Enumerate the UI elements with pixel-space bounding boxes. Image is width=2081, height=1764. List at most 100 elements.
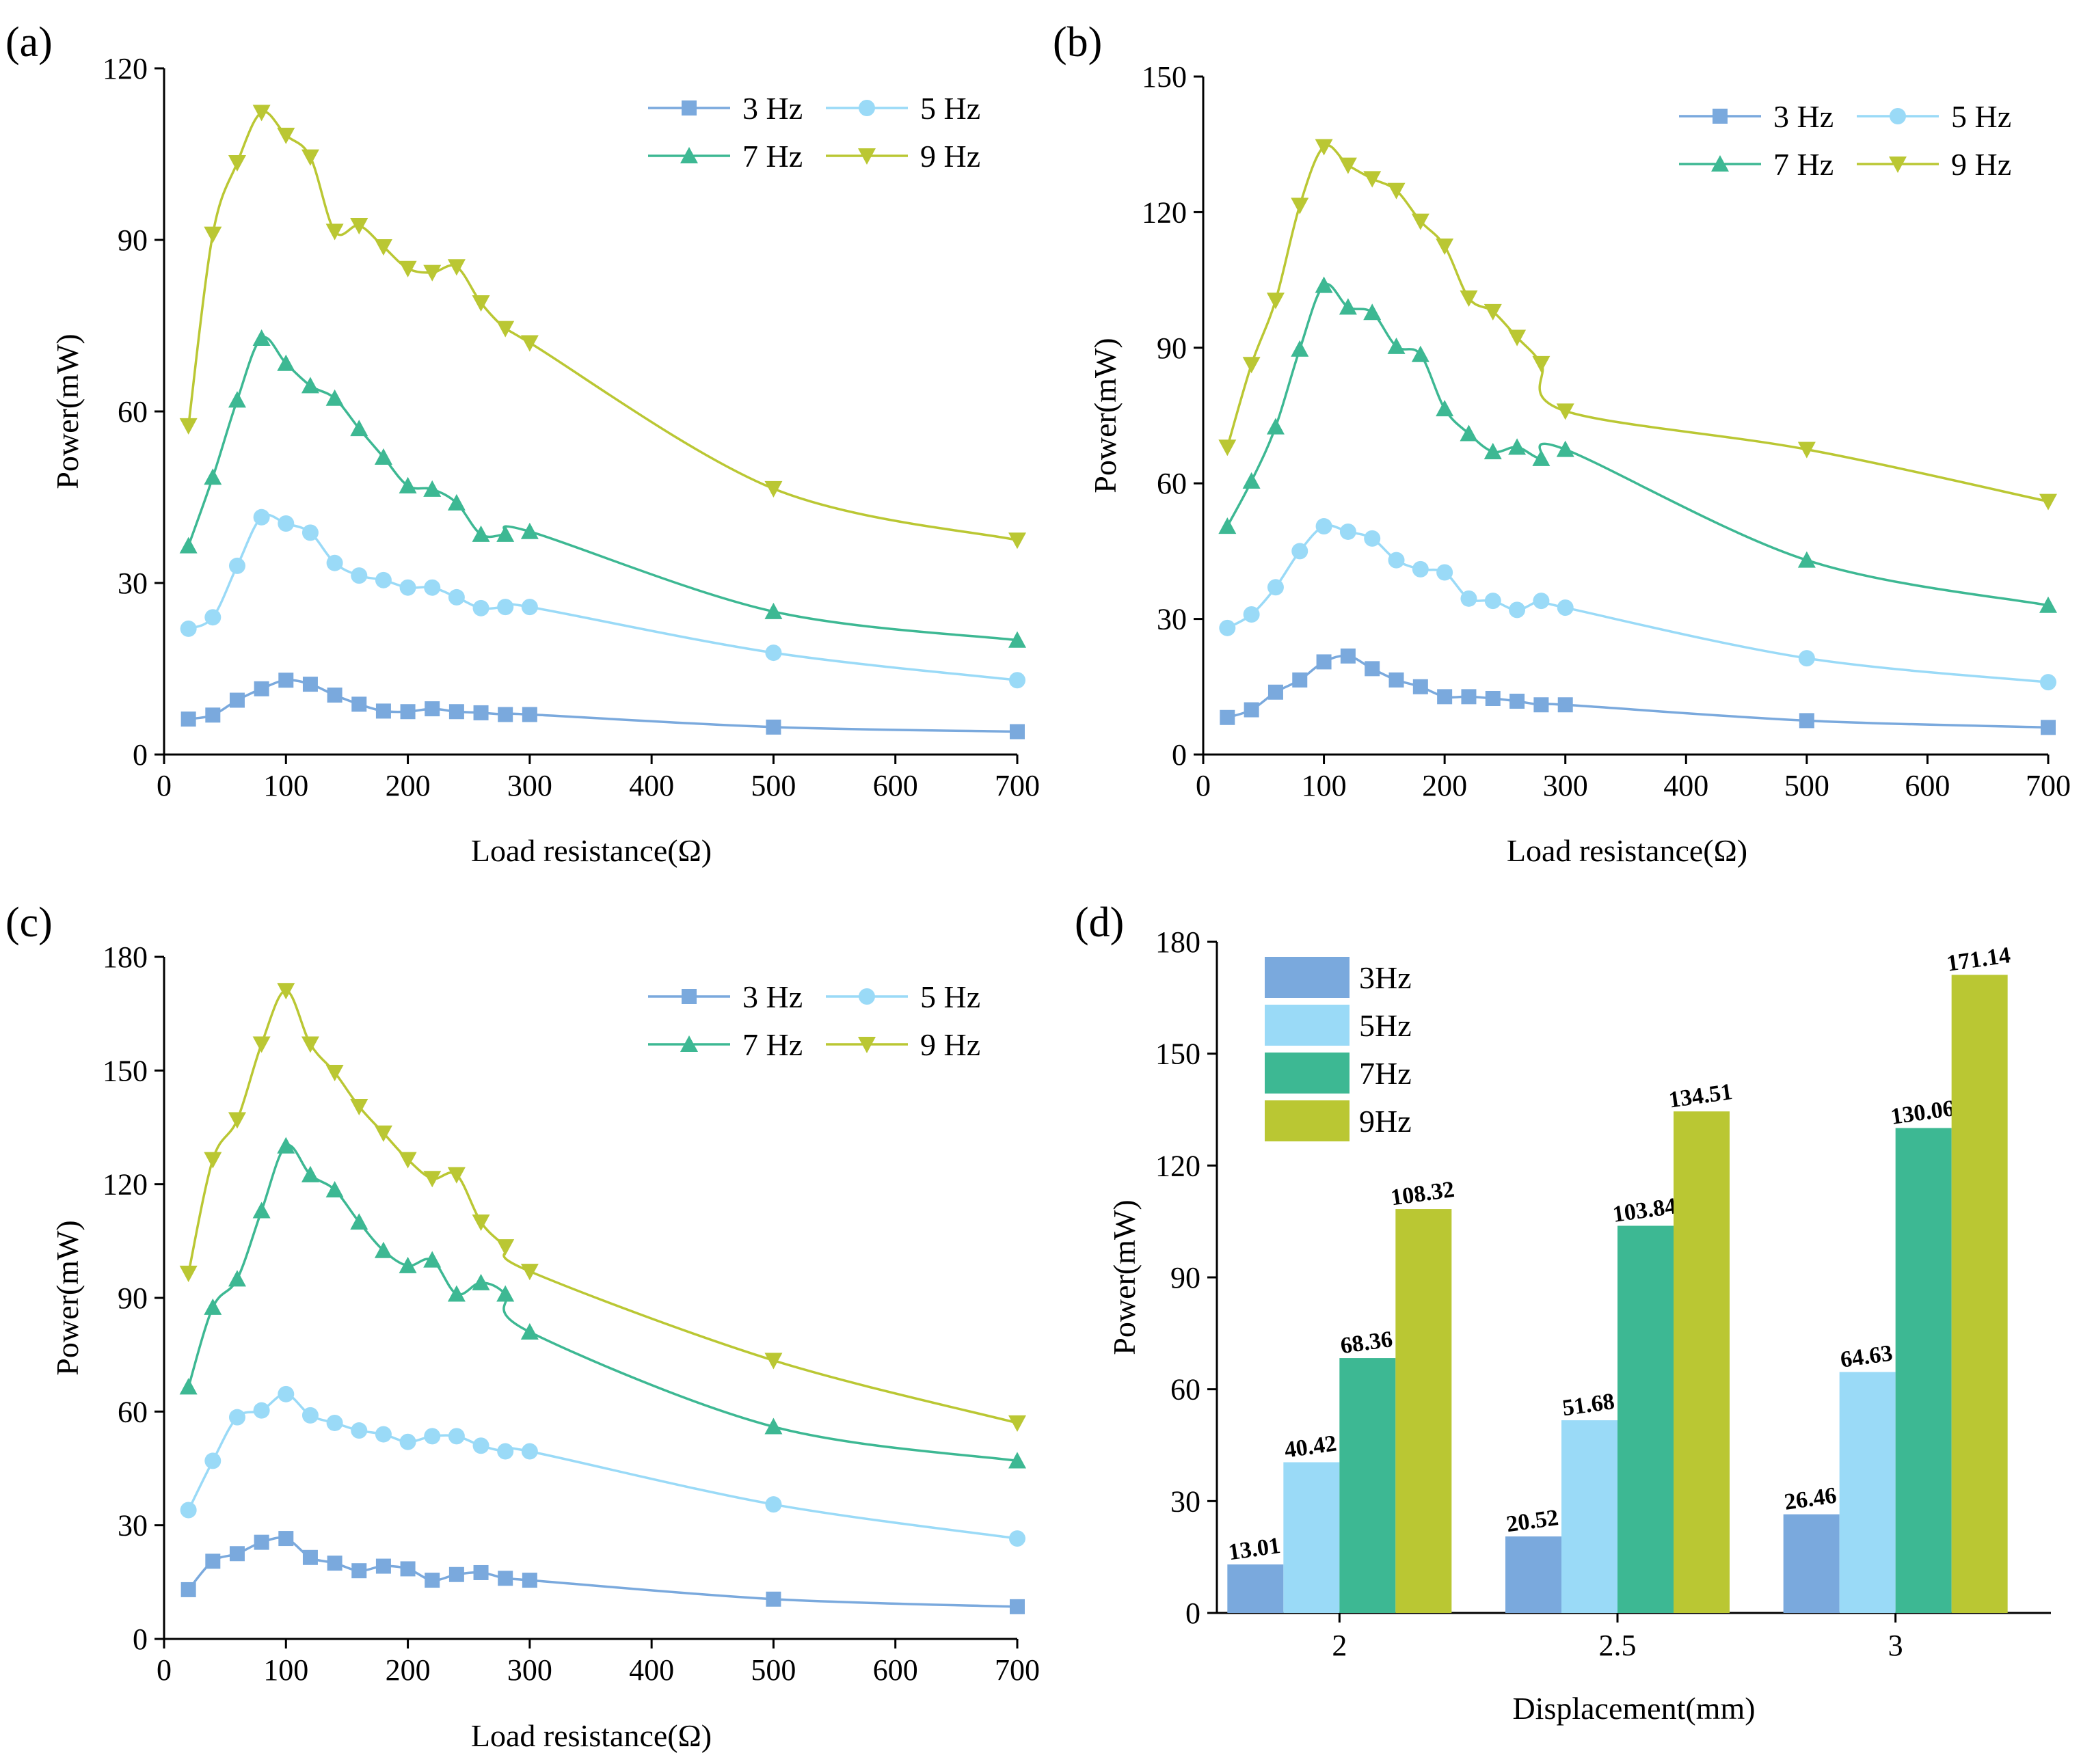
data-point [497,1443,514,1460]
data-point [228,1409,245,1426]
y-tick-label: 150 [1155,1037,1200,1071]
data-point [351,1563,367,1579]
legend-label: 5 Hz [920,91,980,126]
data-point [472,1215,490,1232]
data-point [1266,293,1285,310]
bar-5hz [1839,1372,1896,1613]
x-tick-label: 0 [157,1653,172,1687]
legend-label: 7 Hz [742,1027,803,1062]
data-point [423,1251,442,1268]
data-point [1460,424,1478,442]
bar-chart-panel: 0 30 60 90 120 150 180 Power(mW) Displacement(mm… [1075,899,2051,1726]
data-point [472,1273,490,1290]
data-point [399,1433,416,1450]
data-point [400,1561,416,1577]
data-point [448,1566,464,1582]
data-point [1315,518,1332,535]
data-point [350,420,368,437]
y-tick-label: 30 [1157,603,1187,636]
legend-marker [858,148,876,165]
legend-marker [1713,109,1728,124]
data-point [374,1241,392,1258]
y-axis-label: Power(mW) [50,1220,85,1375]
x-axis-label: Load resistance(Ω) [1507,833,1747,868]
data-point [1412,560,1429,578]
data-point [1532,449,1550,466]
data-point [228,391,246,408]
data-point [1364,530,1381,547]
data-point [1340,648,1356,664]
data-point [228,1112,246,1129]
panel-label: (a) [5,19,53,66]
bar-9hz [1395,1209,1452,1613]
bar-value-label: 26.46 [1783,1483,1838,1515]
data-point [277,983,295,1000]
data-point [1509,693,1525,709]
data-point [1220,709,1235,725]
legend-marker [680,1035,698,1053]
bar-value-label: 51.68 [1561,1389,1616,1421]
data-point [204,609,221,626]
bar-7hz [1339,1358,1396,1613]
data-point [326,1414,343,1431]
data-point [1244,702,1259,718]
data-point [1388,552,1405,569]
data-point [301,377,319,394]
data-point [254,681,269,696]
data-point [350,218,368,235]
y-tick-label: 60 [118,1395,148,1428]
data-point [521,1443,538,1460]
series-7hz [179,329,1026,648]
data-point [1242,472,1261,489]
x-axis-label: Load resistance(Ω) [471,1718,712,1753]
data-point [179,537,198,554]
y-tick-label: 120 [103,52,148,85]
x-tick-label: 400 [629,769,674,802]
data-point [180,1502,197,1519]
data-point [1557,697,1573,713]
y-tick-label: 90 [118,223,148,257]
data-point [301,149,319,166]
data-point [448,704,464,720]
data-point [522,1573,537,1588]
data-point [2039,596,2057,613]
data-point [374,239,392,256]
bar-9hz [1951,975,2008,1613]
legend-marker [682,100,697,116]
data-point [327,687,343,703]
legend: 3 Hz 5 Hz 7 Hz 9 Hz [1679,99,2011,182]
data-point [327,1556,343,1571]
data-point [179,1265,198,1282]
data-point [1461,689,1477,705]
series-9hz [179,105,1026,549]
legend-marker [859,100,875,116]
x-tick-label: 700 [995,769,1040,802]
data-point [423,264,442,282]
data-point [447,1167,466,1184]
bar-value-label: 108.32 [1389,1177,1456,1211]
bar-value-label: 171.14 [1945,942,2012,977]
y-tick-label: 30 [118,567,148,600]
data-point [399,1152,417,1169]
data-point [204,1152,222,1169]
y-tick-label: 0 [1185,1597,1200,1630]
data-point [520,335,539,352]
legend-swatch [1265,1053,1350,1094]
data-point [1008,631,1026,648]
data-point [1010,1599,1025,1614]
legend-label: 3 Hz [742,979,803,1014]
y-tick-label: 90 [1157,331,1187,365]
data-point [1508,329,1527,347]
data-point [1008,1452,1026,1469]
data-point [1533,697,1549,713]
data-point [496,321,515,338]
data-point [1218,439,1237,457]
legend-label: 7Hz [1359,1056,1412,1091]
x-tick-label: 600 [1905,769,1950,802]
x-tick-label: 600 [873,1653,918,1687]
legend-label: 3Hz [1359,960,1412,995]
y-tick-label: 30 [1170,1484,1200,1518]
legend-swatch [1265,957,1350,998]
x-tick-label: 200 [386,1653,431,1687]
bar-7hz [1895,1128,1952,1613]
